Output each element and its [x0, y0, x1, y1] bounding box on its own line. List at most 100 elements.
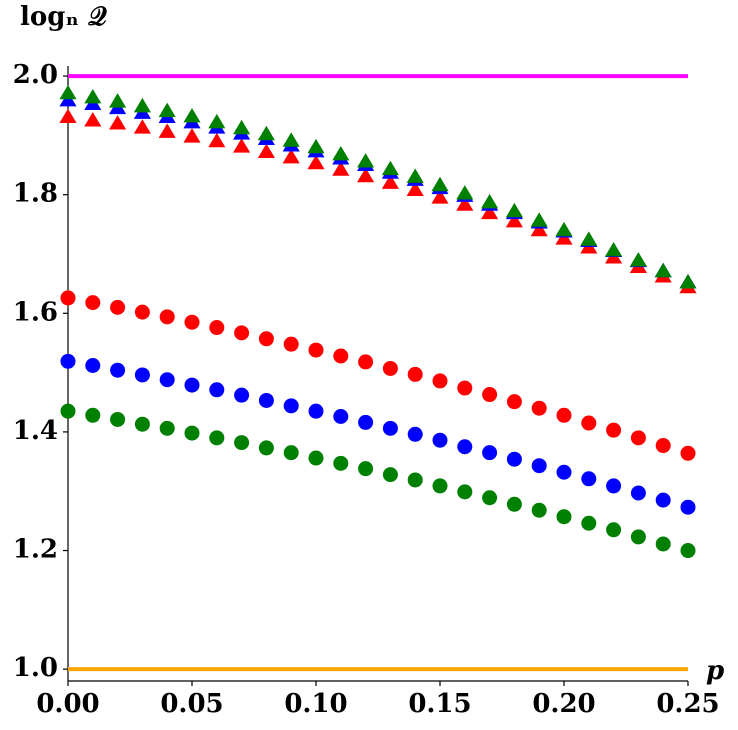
circle-marker: [630, 485, 646, 501]
circle-marker: [159, 372, 175, 388]
triangle-marker: [580, 231, 598, 246]
circle-marker: [630, 529, 646, 545]
circle-marker: [457, 380, 473, 396]
circle-marker: [258, 440, 274, 456]
triangle-marker: [679, 274, 697, 289]
circle-marker: [134, 304, 150, 320]
triangle-marker: [505, 202, 523, 218]
circle-marker: [85, 357, 101, 373]
triangle-marker: [233, 119, 251, 135]
circle-marker: [234, 435, 250, 451]
triangle-marker: [84, 89, 102, 104]
circle-marker: [110, 362, 126, 378]
circle-marker: [209, 382, 225, 398]
triangle-marker: [183, 108, 201, 123]
triangle-marker: [530, 221, 548, 237]
circle-marker: [134, 367, 150, 383]
triangle-marker: [530, 212, 548, 227]
circle-marker: [531, 502, 547, 518]
triangle-marker: [257, 143, 275, 158]
y-tick-label: 1.4: [13, 416, 58, 446]
circle-marker: [655, 492, 671, 508]
triangle-marker: [282, 148, 300, 164]
circle-marker: [209, 320, 225, 336]
triangle-marker: [654, 262, 672, 278]
y-tick-label: 1.8: [13, 179, 58, 209]
circle-marker: [655, 536, 671, 552]
x-tick-label: 0.05: [160, 689, 223, 719]
triangle-marker: [233, 138, 251, 153]
y-tick-label: 1.6: [13, 297, 58, 327]
triangle-marker: [109, 115, 127, 130]
triangle-marker: [332, 161, 350, 176]
circle-marker: [234, 387, 250, 403]
triangle-marker: [481, 204, 499, 220]
circle-marker: [283, 398, 299, 414]
circle-marker: [308, 450, 324, 466]
circle-marker: [457, 439, 473, 455]
circle-marker: [283, 445, 299, 461]
circle-marker: [407, 366, 423, 382]
circle-marker: [382, 360, 398, 376]
triangle-marker: [208, 132, 226, 148]
triangle-marker: [109, 93, 127, 108]
triangle-marker: [257, 125, 275, 141]
circle-marker: [85, 407, 101, 423]
triangle-marker: [158, 102, 176, 118]
triangle-marker: [431, 189, 449, 204]
circle-marker: [680, 499, 696, 515]
triangle-marker: [158, 123, 176, 138]
circle-marker: [506, 496, 522, 512]
circle-marker: [506, 394, 522, 410]
circle-marker: [606, 478, 622, 494]
circle-marker: [655, 438, 671, 454]
triangle-marker: [59, 108, 77, 123]
triangle-marker: [381, 174, 399, 189]
y-tick-label: 2.0: [13, 60, 58, 90]
triangle-marker: [84, 112, 102, 127]
circle-marker: [680, 445, 696, 461]
circle-marker: [258, 392, 274, 408]
triangle-marker: [357, 153, 375, 168]
circle-marker: [581, 471, 597, 487]
triangle-marker: [456, 185, 474, 200]
circle-marker: [581, 415, 597, 431]
circle-marker: [283, 336, 299, 352]
circle-marker: [606, 522, 622, 538]
triangle-marker: [307, 138, 325, 154]
circle-marker: [60, 290, 76, 306]
circle-marker: [581, 515, 597, 531]
circle-marker: [407, 426, 423, 442]
circle-marker: [482, 490, 498, 506]
triangle-marker: [555, 221, 573, 237]
triangle-marker: [357, 167, 375, 183]
triangle-marker: [406, 168, 424, 183]
circle-marker: [382, 467, 398, 483]
circle-marker: [159, 420, 175, 436]
triangle-marker: [133, 97, 151, 113]
circle-marker: [382, 420, 398, 436]
triangle-marker: [59, 84, 77, 100]
triangle-marker: [629, 252, 647, 267]
circle-marker: [184, 377, 200, 393]
y-axis-label: logₙ 𝒬: [20, 2, 107, 32]
circle-marker: [333, 348, 349, 364]
circle-marker: [432, 432, 448, 448]
circle-marker: [432, 373, 448, 389]
triangle-marker: [431, 176, 449, 192]
circle-marker: [531, 400, 547, 416]
triangle-marker: [282, 132, 300, 147]
circle-marker: [407, 472, 423, 488]
circle-marker: [680, 543, 696, 559]
circle-marker: [184, 314, 200, 330]
triangle-marker: [307, 154, 325, 170]
triangle-marker: [183, 128, 201, 143]
circle-marker: [432, 478, 448, 494]
circle-marker: [556, 509, 572, 525]
circle-marker: [110, 299, 126, 315]
circle-marker: [234, 325, 250, 341]
circle-marker: [358, 354, 374, 370]
x-tick-label: 0.15: [408, 689, 471, 719]
circle-marker: [209, 430, 225, 446]
